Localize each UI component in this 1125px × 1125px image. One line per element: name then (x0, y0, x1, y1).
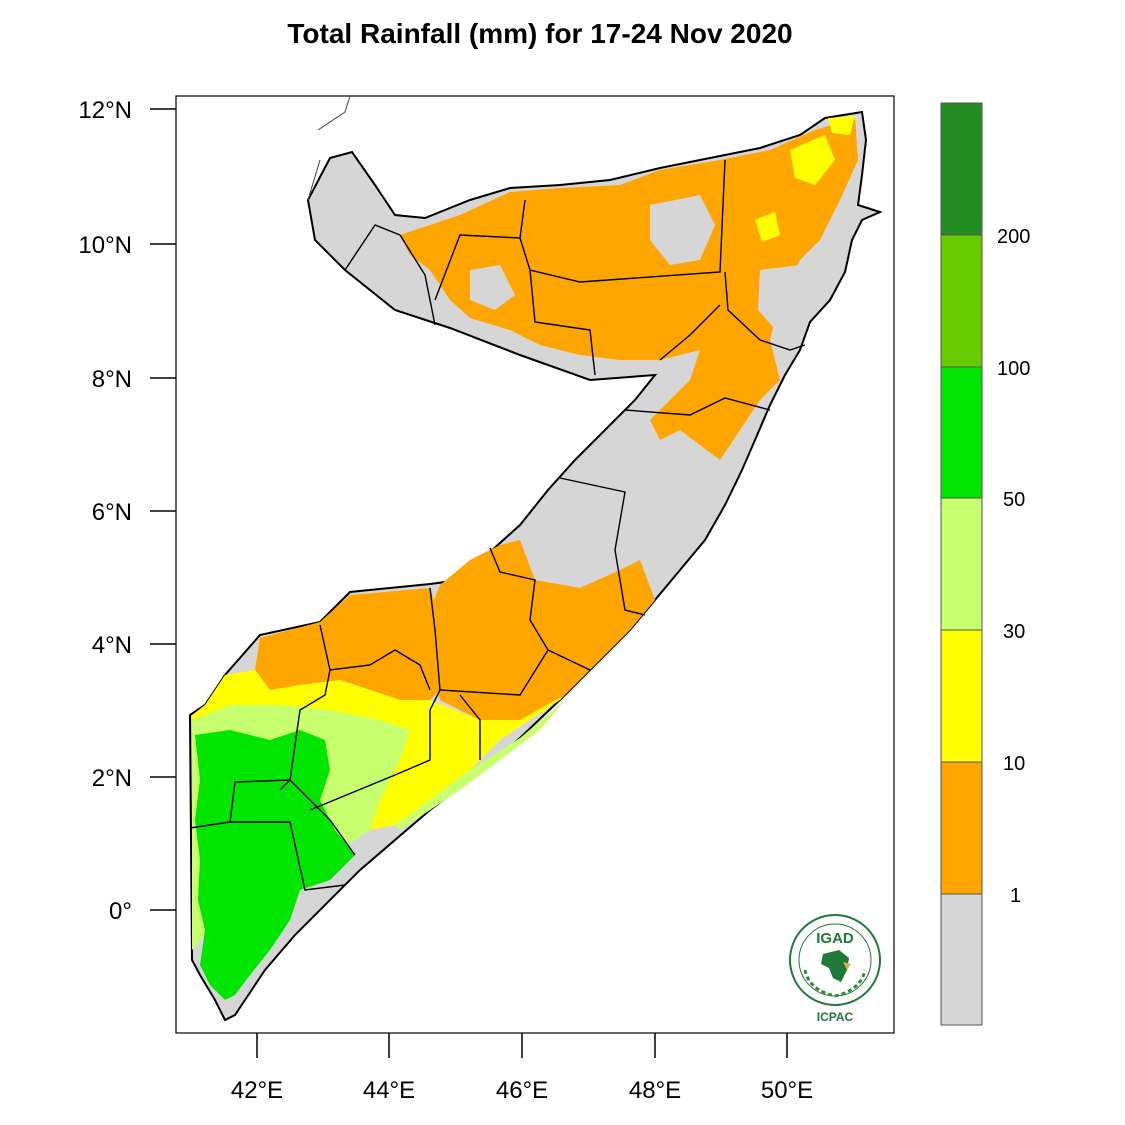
lon-tick-44e: 44°E (363, 1077, 415, 1104)
colorbar-bin-below-1 (940, 893, 983, 1026)
logo-icpac-text: ICPAC (816, 1010, 854, 1024)
lat-tick-12n: 12°N (78, 97, 132, 124)
lon-tick-42e: 42°E (231, 1077, 283, 1104)
colorbar-label-1: 1 (1010, 885, 1021, 907)
colorbar-label-10: 10 (1003, 753, 1025, 775)
colorbar-bin-200plus (940, 102, 983, 236)
north-yellow-spot-3 (828, 116, 855, 135)
colorbar (940, 102, 983, 1026)
north-grey-gap-2 (758, 265, 820, 335)
colorbar-bin-50-100 (940, 366, 983, 499)
lat-tick-8n: 8°N (92, 366, 132, 393)
igad-emblem-icon: IGAD (789, 914, 881, 1006)
central-orange-area (430, 540, 655, 720)
lon-tick-46e: 46°E (496, 1077, 548, 1104)
colorbar-label-30: 30 (1003, 621, 1025, 643)
north-yellow-spot-1 (790, 135, 835, 185)
colorbar-bin-100-200 (940, 234, 983, 368)
north-grey-gap-3 (470, 265, 515, 310)
colorbar-label-50: 50 (1003, 489, 1025, 511)
colorbar-bin-10-30 (940, 629, 983, 763)
north-yellow-spot-2 (755, 212, 780, 242)
lat-tick-2n: 2°N (92, 765, 132, 792)
map-title: Total Rainfall (mm) for 17-24 Nov 2020 (287, 18, 793, 49)
lon-axis (256, 1033, 788, 1058)
coastal-strip (395, 700, 565, 830)
north-orange-area (400, 118, 858, 460)
colorbar-bin-1-10 (940, 761, 983, 895)
lat-tick-6n: 6°N (92, 499, 132, 526)
logo-igad-text: IGAD (816, 930, 854, 947)
lat-tick-10n: 10°N (78, 232, 132, 259)
icpac-logo: IGAD ICPAC (787, 912, 883, 1030)
south-green-area (195, 730, 355, 1000)
lat-tick-4n: 4°N (92, 632, 132, 659)
lon-tick-50e: 50°E (761, 1077, 813, 1104)
colorbar-label-100: 100 (997, 358, 1030, 380)
south-orange-band (255, 588, 440, 700)
north-grey-gap-1 (650, 195, 715, 265)
lon-tick-48e: 48°E (629, 1077, 681, 1104)
colorbar-label-200: 200 (997, 226, 1030, 248)
neighbour-borders (307, 95, 351, 201)
colorbar-bin-30-50 (940, 497, 983, 631)
region-boundaries (189, 159, 806, 891)
lat-tick-0: 0° (109, 898, 132, 925)
lat-axis (150, 108, 176, 911)
